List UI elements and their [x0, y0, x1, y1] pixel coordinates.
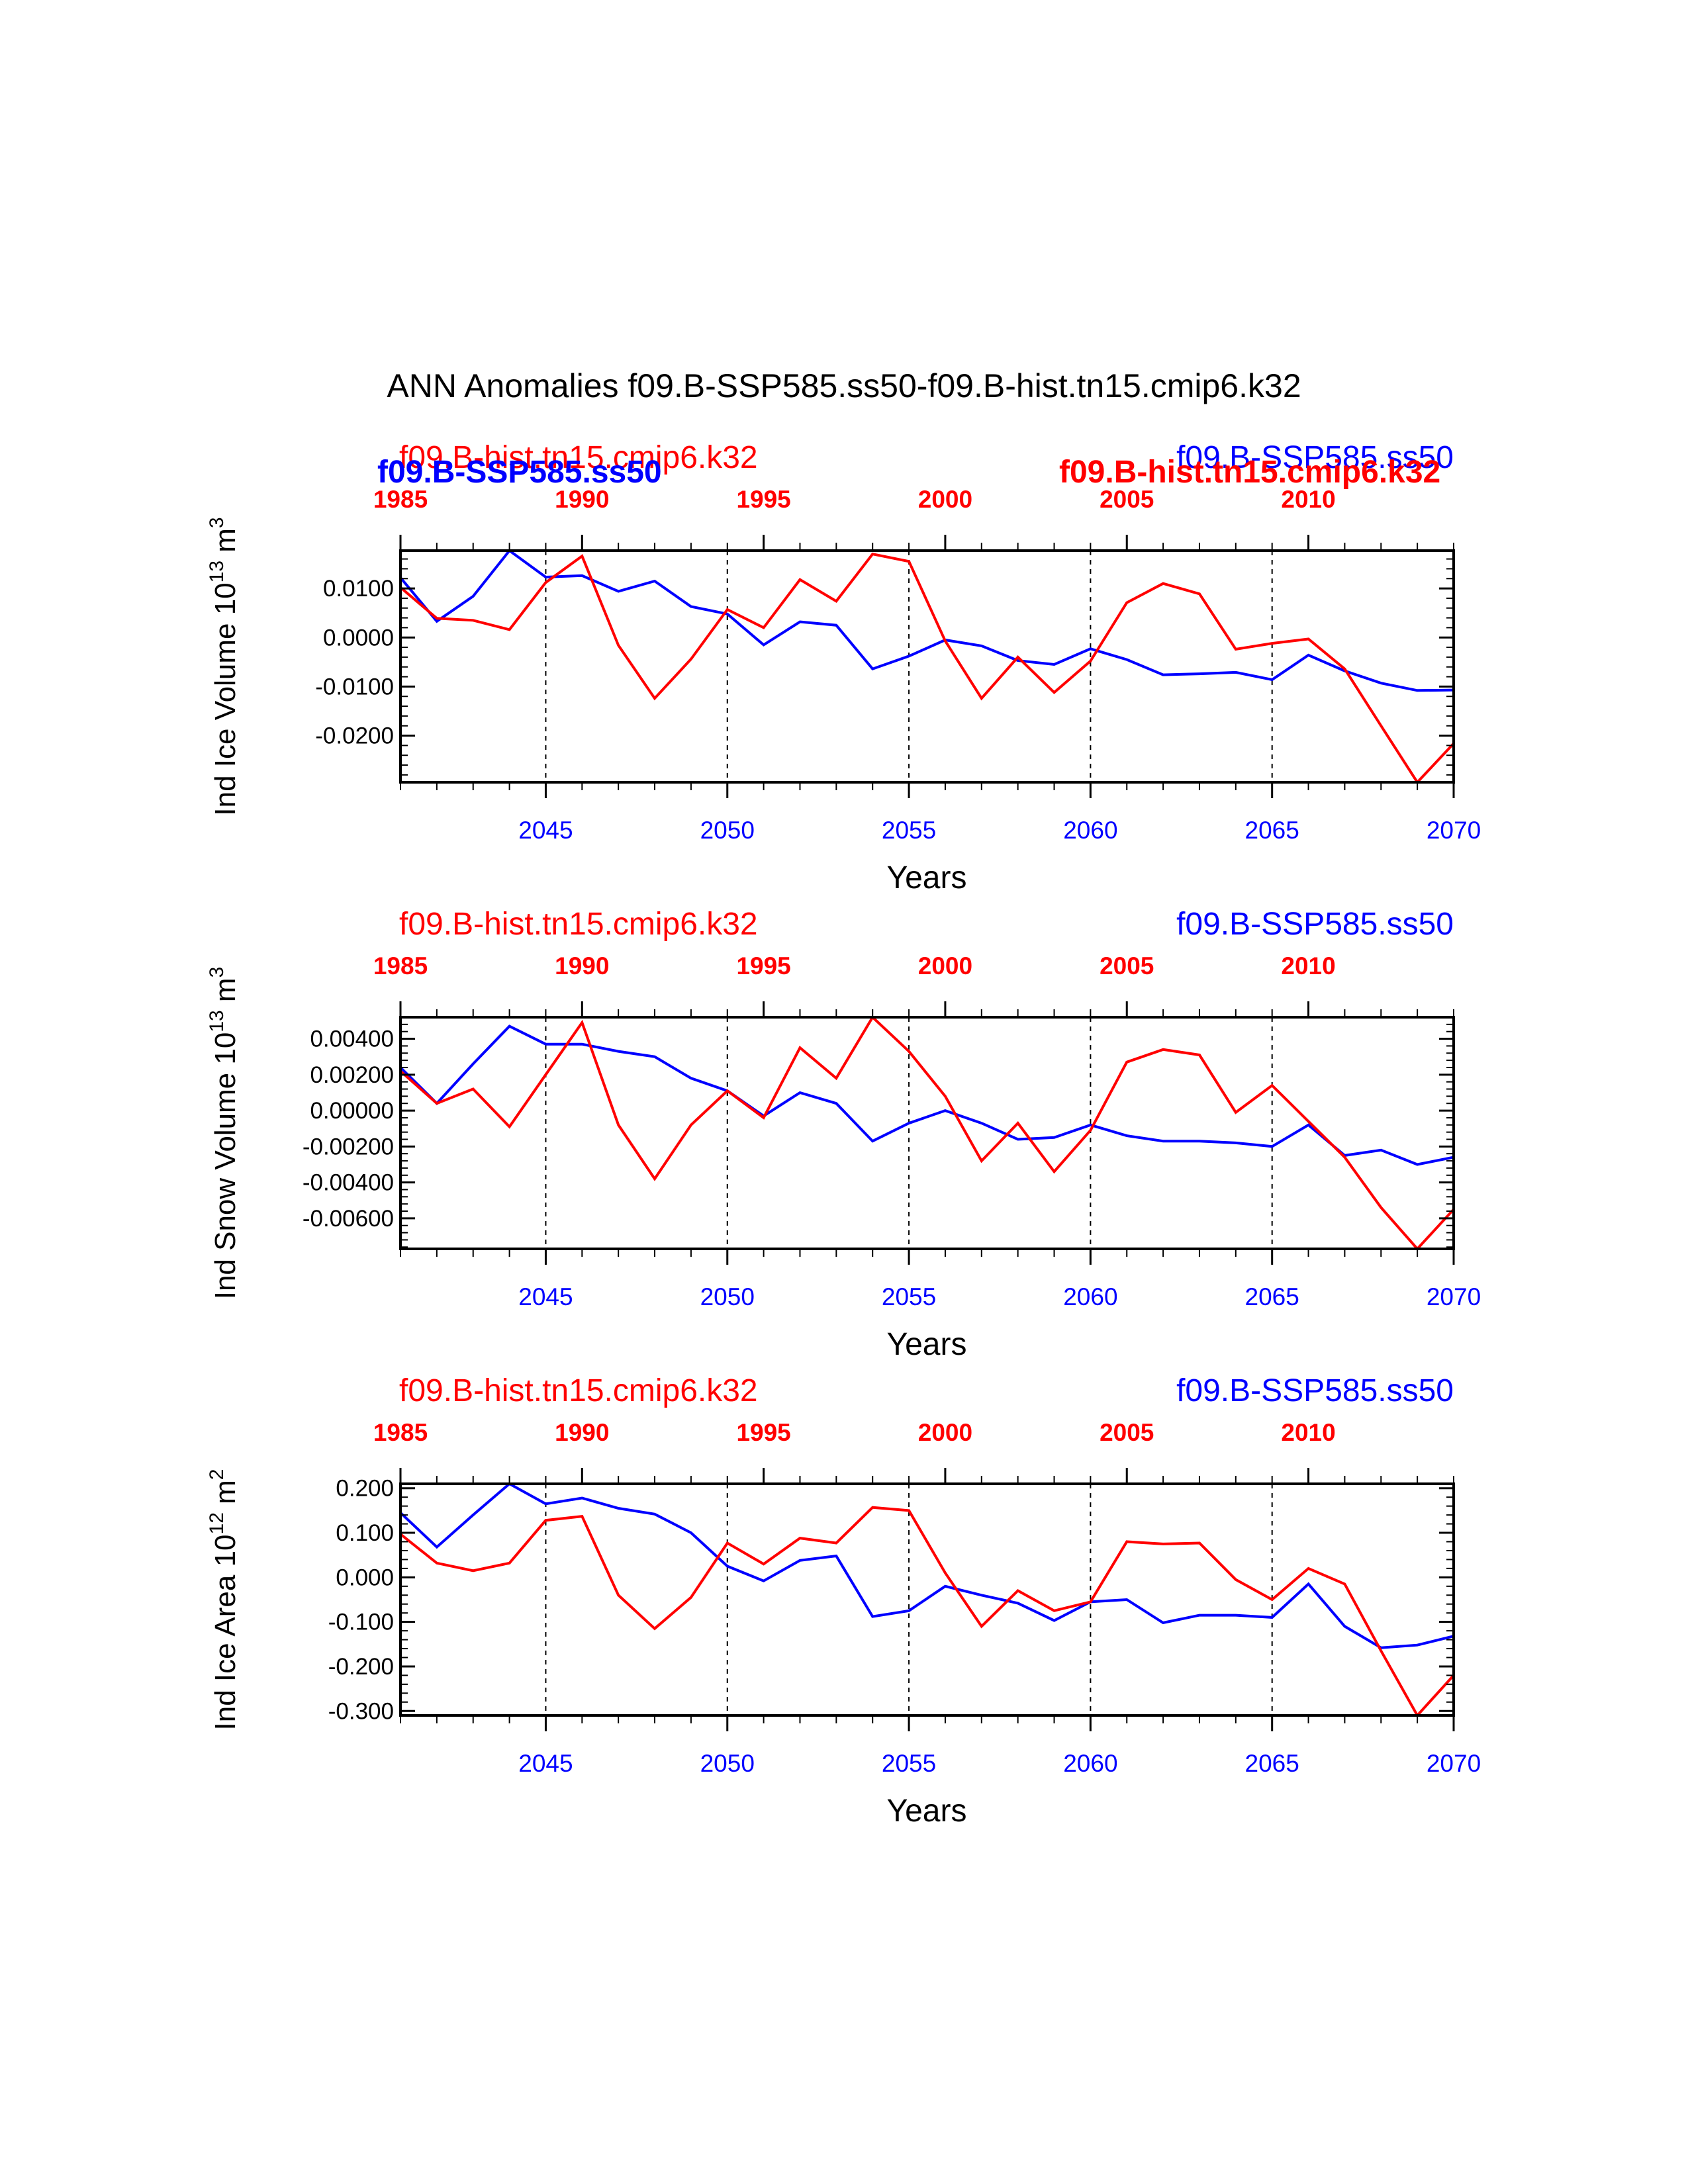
y-tick-label: 0.100: [336, 1520, 394, 1546]
panels: 0.0100 0.0000 -0.0100 -0.0200 2045 2050 2055 20…: [206, 440, 1481, 1829]
chart-panel-2: 0.00400 0.00200 0.00000 -0.00200 -0.00400 -0.…: [206, 907, 1481, 1362]
x-top-tick-label: 2005: [1100, 1419, 1154, 1446]
x-bottom-tick-label: 2070: [1427, 817, 1481, 844]
x-bottom-tick-label: 2055: [882, 817, 936, 844]
plot-frame: [399, 1016, 1455, 1250]
y-axis-title: Ind Ice Volume 1013 m3: [206, 517, 242, 815]
legend-hist-label: f09.B-hist.tn15.cmip6.k32: [399, 907, 758, 942]
y-tick-label: -0.200: [328, 1654, 394, 1680]
y-tick-label: -0.00600: [303, 1206, 394, 1232]
y-tick-label: -0.0200: [315, 723, 394, 749]
x-bottom-tick-label: 2045: [518, 1283, 573, 1310]
x-top-tick-label: 1995: [736, 486, 790, 513]
x-top-tick-label: 2010: [1281, 486, 1335, 513]
x-top-tick-label: 1995: [736, 1419, 790, 1446]
legend-ssp585-label: f09.B-SSP585.ss50: [1176, 907, 1454, 942]
figure-title: ANN Anomalies f09.B-SSP585.ss50-f09.B-hi…: [387, 367, 1301, 404]
y-tick-label: 0.000: [336, 1565, 394, 1590]
x-top-tick-label: 1985: [373, 952, 428, 979]
y-tick-label: 0.0000: [323, 625, 394, 651]
x-bottom-tick-label: 2045: [518, 1750, 573, 1777]
x-bottom-tick-label: 2055: [882, 1283, 936, 1310]
series-line-hist: [399, 1015, 1455, 1251]
chart-panel-1: 0.0100 0.0000 -0.0100 -0.0200 2045 2050 2055 20…: [206, 440, 1481, 895]
x-top-tick-label: 2010: [1281, 952, 1335, 979]
y-axis-title: Ind Ice Area 1012 m2: [206, 1469, 242, 1731]
y-axis-title: Ind Snow Volume 1013 m3: [206, 967, 242, 1300]
x-bottom-tick-label: 2050: [700, 1283, 755, 1310]
x-top-tick-label: 1990: [555, 486, 609, 513]
series-line-ssp585: [399, 1482, 1454, 1649]
x-bottom-tick-label: 2045: [518, 817, 573, 844]
legend-ssp585-label: f09.B-SSP585.ss50: [1176, 440, 1454, 475]
series-line-hist: [399, 552, 1455, 785]
x-axis-title: Years: [887, 1327, 967, 1362]
plot-frame: [399, 1482, 1455, 1717]
series-line-ssp585: [399, 549, 1454, 692]
x-bottom-tick-label: 2070: [1427, 1283, 1481, 1310]
y-tick-label: 0.0100: [323, 576, 394, 602]
x-bottom-tick-label: 2050: [700, 1750, 755, 1777]
y-tick-label: 0.00200: [310, 1062, 394, 1088]
x-bottom-tick-label: 2065: [1245, 1750, 1299, 1777]
x-top-tick-label: 1985: [373, 486, 428, 513]
chart-panel-3: 0.200 0.100 0.000 -0.100 -0.200 -0.300 2045 205…: [206, 1373, 1481, 1829]
legend-ssp585-overlap-label: f09.B-SSP585.ss50: [377, 455, 662, 490]
x-axis-title: Years: [887, 860, 967, 895]
legend-ssp585-label: f09.B-SSP585.ss50: [1176, 1373, 1454, 1408]
y-tick-label: -0.100: [328, 1610, 394, 1635]
series-line-hist: [399, 1506, 1455, 1718]
x-bottom-tick-label: 2060: [1063, 817, 1117, 844]
x-top-tick-label: 2005: [1100, 486, 1154, 513]
x-top-tick-label: 1990: [555, 952, 609, 979]
x-bottom-tick-label: 2060: [1063, 1750, 1117, 1777]
legend-hist-label: f09.B-hist.tn15.cmip6.k32: [399, 1373, 758, 1408]
y-tick-label: 0.00400: [310, 1026, 394, 1052]
x-bottom-tick-label: 2055: [882, 1750, 936, 1777]
x-top-tick-label: 1985: [373, 1419, 428, 1446]
x-top-tick-label: 2000: [918, 486, 972, 513]
x-top-tick-label: 2000: [918, 952, 972, 979]
series-line-ssp585: [399, 1024, 1454, 1166]
y-tick-label: -0.00400: [303, 1170, 394, 1196]
y-tick-label: 0.200: [336, 1476, 394, 1502]
x-top-tick-label: 2005: [1100, 952, 1154, 979]
x-top-tick-label: 1990: [555, 1419, 609, 1446]
y-tick-label: -0.0100: [315, 674, 394, 700]
x-bottom-tick-label: 2060: [1063, 1283, 1117, 1310]
x-bottom-tick-label: 2050: [700, 817, 755, 844]
legend-hist-label: f09.B-hist.tn15.cmip6.k32: [399, 440, 758, 475]
y-tick-label: -0.300: [328, 1698, 394, 1724]
x-bottom-tick-label: 2070: [1427, 1750, 1481, 1777]
legend-hist-overlap-label: f09.B-hist.tn15.cmip6.k32: [1059, 455, 1440, 490]
x-bottom-tick-label: 2065: [1245, 817, 1299, 844]
x-axis-title: Years: [887, 1794, 967, 1829]
y-tick-label: -0.00200: [303, 1134, 394, 1160]
x-top-tick-label: 2000: [918, 1419, 972, 1446]
x-top-tick-label: 2010: [1281, 1419, 1335, 1446]
plot-frame: [399, 549, 1455, 784]
x-top-tick-label: 1995: [736, 952, 790, 979]
x-bottom-tick-label: 2065: [1245, 1283, 1299, 1310]
y-tick-label: 0.00000: [310, 1098, 394, 1124]
